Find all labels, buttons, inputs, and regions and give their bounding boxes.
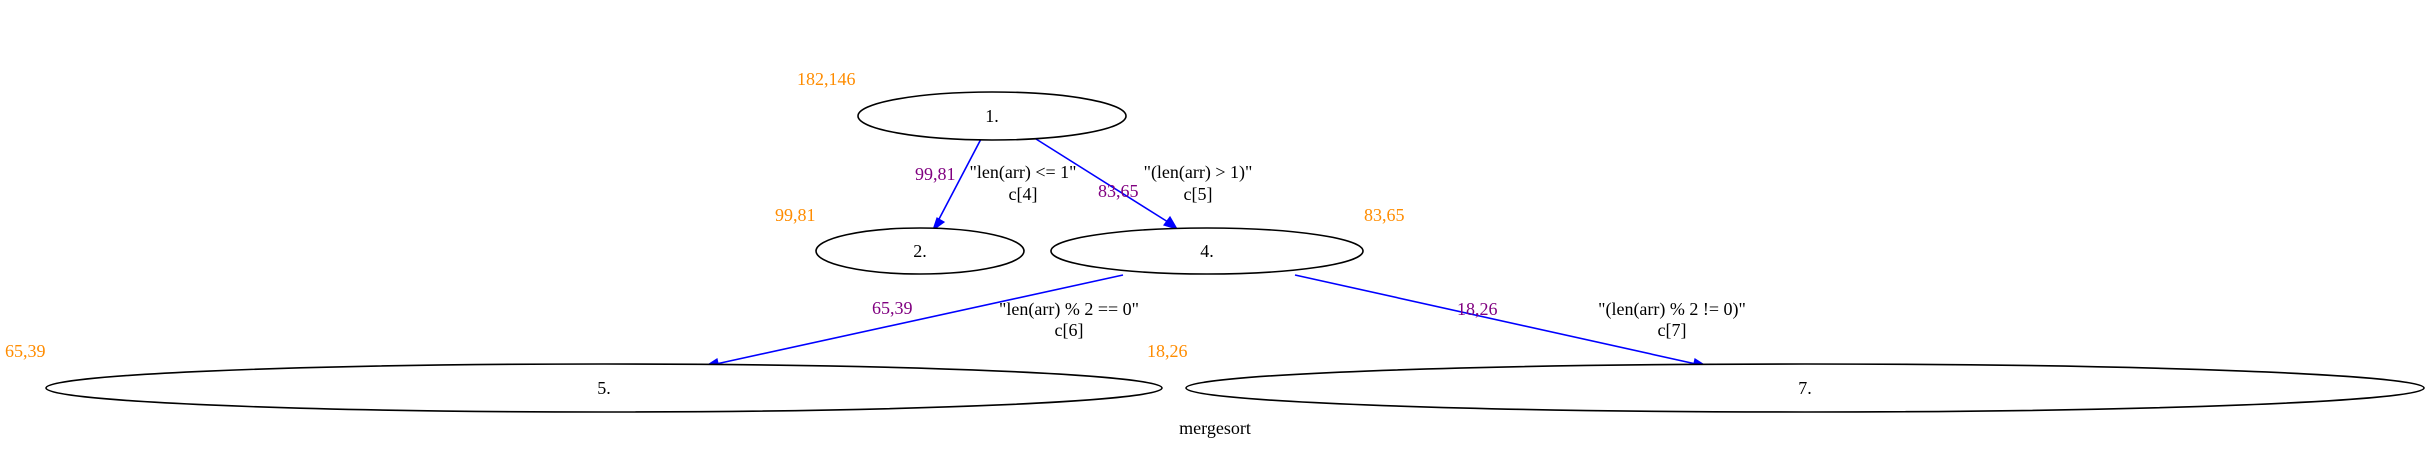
node-count: 83,65 [1364, 205, 1405, 225]
node-count: 99,81 [775, 205, 816, 225]
edge-line [1294, 274, 1697, 365]
arrowhead-icon [1163, 215, 1179, 231]
node-ellipse [815, 227, 1025, 275]
edge-label-4-to-7: 18,26 "(len(arr) % 2 != 0)" c[7] [1457, 299, 1746, 340]
edge-clause: c[7] [1658, 320, 1687, 340]
edge-clause: c[6] [1055, 320, 1084, 340]
edge-clause: c[4] [1009, 184, 1038, 204]
node-2: 2. 99,81 [775, 205, 1025, 275]
node-count: 65,39 [5, 341, 46, 361]
node-label: 5. [597, 378, 611, 398]
edge-line [715, 274, 1124, 365]
edge-1-to-4 [1035, 138, 1179, 231]
node-ellipse [1050, 227, 1364, 275]
node-1: 1. 182,146 [797, 69, 1127, 141]
node-4: 4. 83,65 [1050, 205, 1405, 275]
graph-title: mergesort [1179, 418, 1251, 438]
node-ellipse [857, 91, 1127, 141]
node-label: 7. [1798, 378, 1812, 398]
edge-condition: "len(arr) % 2 == 0" [999, 299, 1139, 320]
edge-weight: 99,81 [915, 164, 956, 184]
edge-line [937, 138, 982, 222]
edge-weight: 18,26 [1457, 299, 1498, 319]
arrowhead-icon [931, 217, 946, 232]
edge-label-4-to-5: 65,39 "len(arr) % 2 == 0" c[6] [872, 298, 1139, 340]
node-count: 18,26 [1147, 341, 1188, 361]
node-label: 1. [985, 106, 999, 126]
edge-1-to-2 [931, 138, 982, 232]
edge-condition: "(len(arr) > 1)" [1144, 162, 1253, 183]
edge-weight: 65,39 [872, 298, 913, 318]
edge-clause: c[5] [1184, 184, 1213, 204]
node-label: 2. [913, 241, 927, 261]
edge-line [1035, 138, 1169, 223]
node-7: 7. 18,26 [1147, 341, 2425, 413]
edge-weight: 83,65 [1098, 181, 1139, 201]
node-ellipse [1185, 363, 2425, 413]
edge-label-1-to-2: 99,81 "len(arr) <= 1" c[4] [915, 162, 1076, 204]
edge-condition: "(len(arr) % 2 != 0)" [1598, 299, 1746, 320]
node-count: 182,146 [797, 69, 856, 89]
node-ellipse [45, 363, 1163, 413]
node-5: 5. 65,39 [5, 341, 1163, 413]
edge-label-1-to-4: 83,65 "(len(arr) > 1)" c[5] [1098, 162, 1252, 204]
node-label: 4. [1200, 241, 1214, 261]
edge-4-to-7 [1294, 274, 1708, 369]
edge-condition: "len(arr) <= 1" [970, 162, 1077, 183]
